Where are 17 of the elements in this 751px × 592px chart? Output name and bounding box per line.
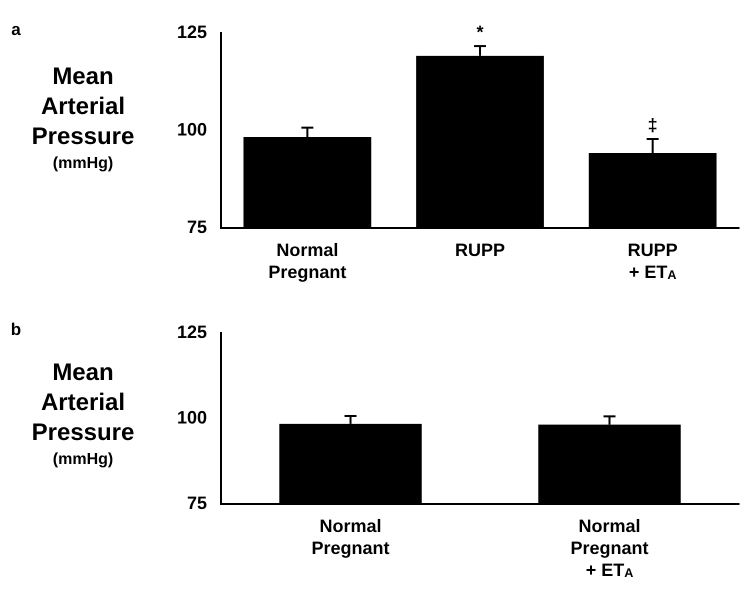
annotation: * <box>476 22 484 42</box>
y-tick-label: 75 <box>187 492 208 513</box>
y-tick-label: 125 <box>176 322 208 342</box>
y-axis-title: Mean Arterial Pressure (mmHg) <box>30 358 136 470</box>
y-tick-label: 75 <box>187 216 208 237</box>
annotation: ‡ <box>648 114 658 135</box>
x-tick-label: Normal Pregnant <box>312 516 390 558</box>
x-tick-label: Normal Pregnant <box>268 240 346 282</box>
y-tick-label: 100 <box>176 407 208 428</box>
text: a <box>11 20 22 40</box>
x-tick-label: Normal Pregnant + ETA <box>570 516 649 580</box>
text: b <box>10 320 22 340</box>
y-tick-label: 125 <box>176 22 208 42</box>
y-axis-title: Mean Arterial Pressure (mmHg) <box>30 62 136 174</box>
x-tick-label: RUPP <box>455 240 506 260</box>
x-tick-label: RUPP + ETA <box>628 240 678 282</box>
y-tick-label: 100 <box>176 119 208 140</box>
